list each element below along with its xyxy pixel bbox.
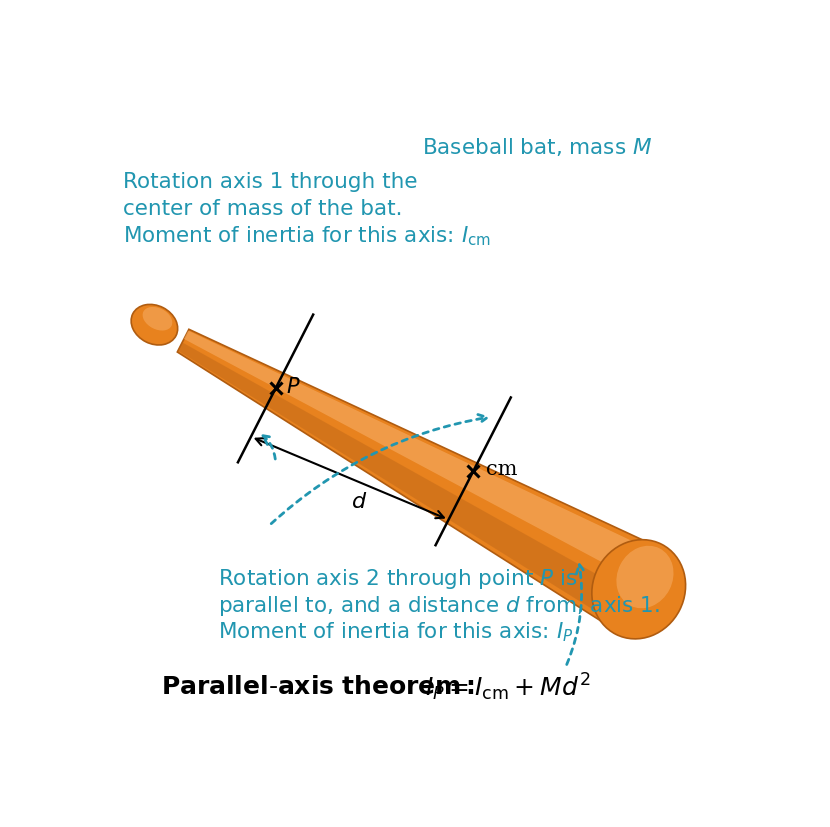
Text: parallel to, and a distance $\it{d}$ from, axis 1.: parallel to, and a distance $\it{d}$ fro…	[218, 593, 660, 617]
Ellipse shape	[617, 546, 673, 609]
Text: center of mass of the bat.: center of mass of the bat.	[123, 198, 402, 219]
Polygon shape	[184, 332, 645, 577]
Text: Rotation axis 2 through point $\it{P}$ is: Rotation axis 2 through point $\it{P}$ i…	[218, 566, 578, 590]
Text: Baseball bat, mass $\it{M}$: Baseball bat, mass $\it{M}$	[422, 136, 652, 158]
Text: $\bf{Parallel\text{-}axis\ theorem:}$: $\bf{Parallel\text{-}axis\ theorem:}$	[161, 674, 475, 698]
Text: $d$: $d$	[351, 491, 368, 511]
Polygon shape	[178, 343, 623, 619]
Ellipse shape	[131, 305, 178, 346]
Ellipse shape	[592, 540, 686, 639]
Ellipse shape	[143, 308, 173, 331]
Text: $P$: $P$	[286, 376, 300, 396]
Text: $I_P = I_\mathrm{cm} + Md^2$: $I_P = I_\mathrm{cm} + Md^2$	[426, 671, 591, 702]
Text: Moment of inertia for this axis: $I_P$: Moment of inertia for this axis: $I_P$	[218, 619, 574, 643]
Text: Moment of inertia for this axis: $I_\mathrm{cm}$: Moment of inertia for this axis: $I_\mat…	[123, 224, 491, 247]
Text: cm: cm	[486, 460, 517, 479]
Text: Rotation axis 1 through the: Rotation axis 1 through the	[123, 172, 417, 192]
Polygon shape	[178, 330, 647, 624]
